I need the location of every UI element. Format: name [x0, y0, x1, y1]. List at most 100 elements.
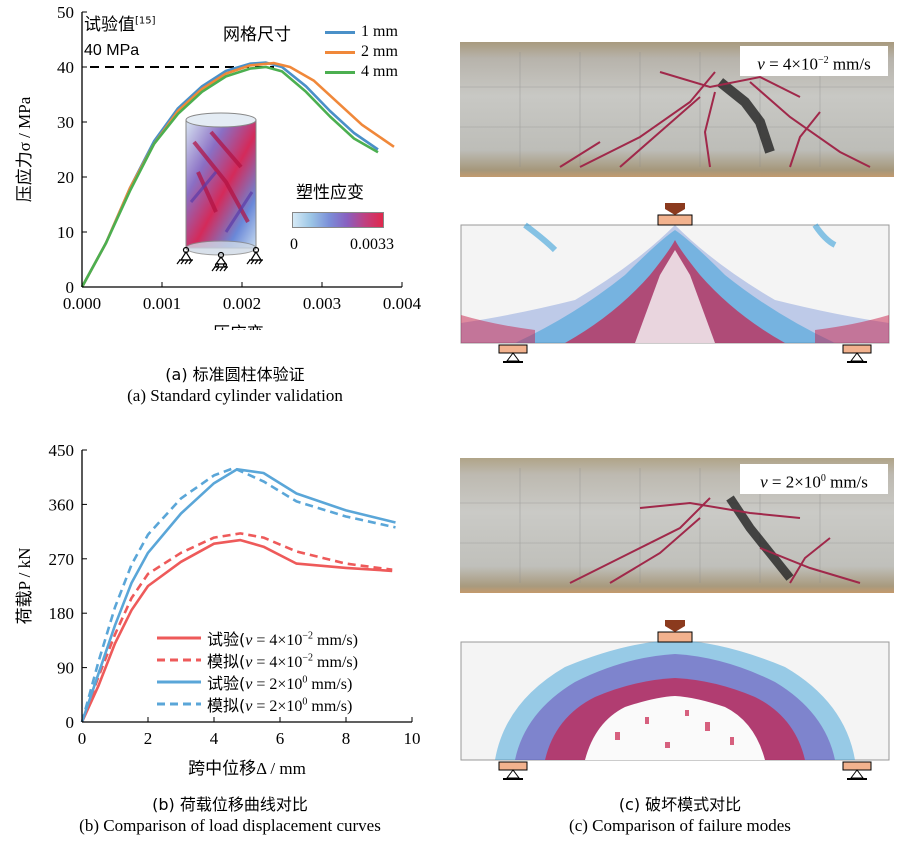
- load-y-tick-label: 0: [66, 713, 75, 732]
- speed-suffix: mm/s: [825, 472, 868, 492]
- speed-mid: = 4×10: [764, 54, 819, 74]
- legend-entry-2mm: 2 mm: [325, 42, 425, 62]
- load-y-tick-label: 90: [57, 659, 74, 678]
- legend-entry-4mm: 4 mm: [325, 62, 425, 82]
- legend-entry-1mm: 1 mm: [325, 22, 425, 42]
- stress-y-tick-label: 30: [57, 113, 74, 132]
- caption-a-cn: (a) 标准圆柱体验证: [165, 365, 305, 384]
- caption-b-en: (b) Comparison of load displacement curv…: [79, 816, 381, 835]
- legend-prefix: 模拟(: [207, 696, 246, 715]
- load-series-line-3: [80, 467, 396, 723]
- stress-y-tick-label: 0: [66, 278, 75, 297]
- legend-var: v: [245, 632, 253, 649]
- stress-x-tick-label: 0.000: [63, 294, 101, 313]
- stress-x-tick-label: 0.004: [383, 294, 422, 313]
- speed-suffix: mm/s: [828, 54, 871, 74]
- caption-c-en: (c) Comparison of failure modes: [569, 816, 791, 835]
- legend-entry-test-fast: 试验(v = 2×100 mm/s): [157, 671, 417, 693]
- colorbar-title: 塑性应变: [296, 183, 364, 203]
- test-value-40mpa: 40 MPa: [84, 42, 140, 59]
- legend-mid: = 4×10: [252, 654, 303, 671]
- load-y-tick-label: 450: [49, 441, 75, 460]
- stress-strain-chart: 0.000 0.001 0.002 0.003 0.004 0 10 20 30 40 50 压应变ε…: [15, 3, 422, 330]
- stress-y-axis-label: 压应力σ / MPa: [15, 96, 34, 202]
- legend-mid: = 4×10: [252, 632, 303, 649]
- legend-suffix: mm/s): [307, 676, 353, 693]
- beam-simulation-slow: [460, 203, 890, 363]
- legend-text-sim-fast: 模拟(v = 2×100 mm/s): [207, 692, 352, 716]
- load-x-tick-label: 6: [276, 729, 285, 748]
- legend-suffix: mm/s): [313, 632, 358, 649]
- load-series-line-1: [80, 538, 393, 723]
- test-value-label: 试验值[15]: [84, 10, 156, 35]
- stress-series-line-3: [80, 65, 379, 288]
- load-x-tick-label: 2: [144, 729, 153, 748]
- legend-entry-test-slow: 试验(v = 4×10−2 mm/s): [157, 627, 417, 649]
- legend-var: v: [245, 698, 253, 715]
- speed-exp: 0: [820, 473, 826, 484]
- cylinder-inset-image: [176, 112, 263, 272]
- beam-simulation-fast: [460, 620, 890, 780]
- colorbar-min: 0: [290, 236, 298, 253]
- speed-label-fast: v = 2×100 mm/s: [740, 464, 888, 494]
- legend-mid: = 2×10: [252, 676, 303, 693]
- crack-pattern-fast: [460, 468, 894, 584]
- load-x-tick-label: 10: [404, 729, 421, 748]
- load-series-line-2: [80, 532, 393, 723]
- stress-y-tick-label: 50: [57, 3, 74, 22]
- speed-var: v: [760, 472, 768, 492]
- load-y-axis-label: 荷载P / kN: [15, 548, 34, 625]
- legend-prefix: 模拟(: [207, 652, 246, 671]
- legend-prefix: 试验(: [207, 674, 246, 693]
- legend-var: v: [245, 676, 253, 693]
- legend-suffix: mm/s): [313, 654, 358, 671]
- stress-y-tick-label: 10: [57, 223, 74, 242]
- speed-mid: = 2×10: [767, 472, 821, 492]
- speed-var: v: [757, 54, 765, 74]
- legend-exp: 0: [302, 696, 308, 708]
- plastic-strain-colorbar: [292, 212, 384, 228]
- load-y-tick-label: 180: [49, 604, 75, 623]
- legend-exp: −2: [302, 630, 314, 642]
- load-y-tick-label: 360: [49, 495, 75, 514]
- legend-exp: −2: [302, 652, 314, 664]
- legend-text-4mm: 4 mm: [361, 63, 398, 80]
- load-y-tick-label: 270: [49, 550, 75, 569]
- stress-y-tick-label: 40: [57, 58, 74, 77]
- stress-x-tick-label: 0.003: [303, 294, 341, 313]
- stress-x-axis-label: 压应变ε: [213, 324, 271, 330]
- load-displacement-chart: 0 2 4 6 8 10 0 90 180 270 360 450 跨中位移Δ / mm 荷载P / kN: [15, 441, 421, 778]
- caption-c-cn: (c) 破坏模式对比: [618, 795, 742, 814]
- legend-line-2mm: [325, 50, 355, 54]
- stress-x-tick-label: 0.001: [143, 294, 181, 313]
- legend-text-2mm: 2 mm: [361, 43, 398, 60]
- legend-line-test-slow: [157, 636, 201, 640]
- caption-a-en: (a) Standard cylinder validation: [127, 386, 343, 405]
- legend-text-test-fast: 试验(v = 2×100 mm/s): [207, 670, 352, 694]
- load-x-axis-label: 跨中位移Δ / mm: [188, 759, 306, 778]
- legend-text-test-slow: 试验(v = 4×10−2 mm/s): [207, 626, 358, 650]
- legend-entry-sim-slow: 模拟(v = 4×10−2 mm/s): [157, 649, 417, 671]
- legend-line-4mm: [325, 70, 355, 74]
- load-series-line-4: [80, 466, 396, 723]
- legend-line-1mm: [325, 30, 355, 34]
- legend-prefix: 试验(: [207, 630, 246, 649]
- mesh-legend-title: 网格尺寸: [223, 25, 291, 45]
- legend-exp: 0: [302, 674, 308, 686]
- legend-line-test-fast: [157, 680, 201, 684]
- speed-exp: −2: [818, 55, 829, 66]
- speed-label-slow: v = 4×10−2 mm/s: [740, 46, 888, 76]
- stress-x-tick-label: 0.002: [223, 294, 261, 313]
- load-x-tick-label: 8: [342, 729, 351, 748]
- legend-text-1mm: 1 mm: [361, 23, 398, 40]
- legend-var: v: [245, 654, 253, 671]
- test-value-text: 试验值: [84, 15, 135, 35]
- legend-entry-sim-fast: 模拟(v = 2×100 mm/s): [157, 693, 417, 715]
- load-x-tick-label: 0: [78, 729, 87, 748]
- load-legend: 试验(v = 4×10−2 mm/s) 模拟(v = 4×10−2 mm/s) …: [157, 627, 417, 715]
- mesh-legend: 1 mm 2 mm 4 mm: [325, 22, 425, 82]
- crack-pattern-slow: [460, 52, 894, 168]
- legend-suffix: mm/s): [307, 698, 353, 715]
- legend-mid: = 2×10: [252, 698, 303, 715]
- colorbar-max: 0.0033: [350, 236, 394, 253]
